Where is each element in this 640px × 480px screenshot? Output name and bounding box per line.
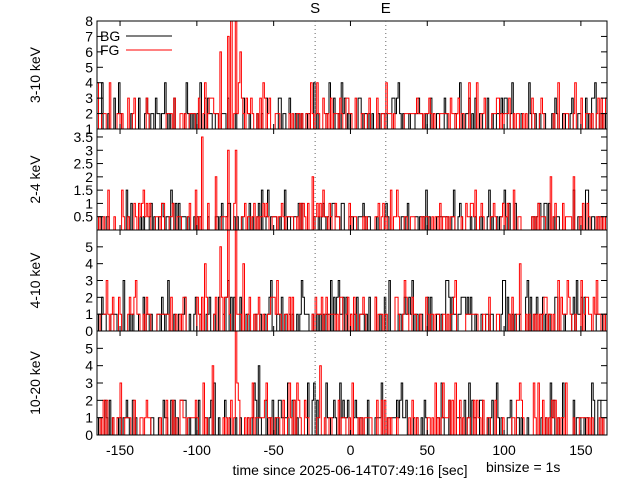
x-axis: -150 -100 -50 0 50 100 150 [106, 442, 593, 458]
y-tick-label: 2 [85, 169, 93, 185]
legend-label: BG [100, 28, 120, 44]
y-tick-label: 1.5 [74, 182, 94, 198]
x-tick-label: 100 [492, 442, 516, 458]
series-fg-line [96, 20, 607, 130]
y-tick-label: 1 [85, 121, 93, 137]
series-fg-line [97, 229, 607, 332]
legend-label: FG [100, 42, 119, 58]
x-axis-label: time since 2025-06-14T07:49:16 [sec] [232, 462, 467, 478]
y-tick-label: 7 [85, 28, 93, 44]
y-tick-label: 4 [85, 75, 93, 91]
panel-2: 0.511.522.533.5 2-4 keV [27, 128, 608, 231]
y-tick-label: 1 [85, 195, 93, 211]
y-tick-label: 3 [85, 375, 93, 391]
y-tick-label: 4 [85, 256, 93, 272]
y-tick-label: 2 [85, 289, 93, 305]
binsize-label: binsize = 1s [486, 459, 560, 475]
y-tick-label: 1 [85, 410, 93, 426]
x-tick-label: -100 [183, 442, 211, 458]
y-axis-label: 3-10 keV [27, 46, 43, 103]
y-tick-label: 8 [85, 13, 93, 29]
y-tick-label: 4 [85, 358, 93, 374]
y-axis-label: 2-4 keV [27, 155, 43, 204]
y-tick-label: 5 [85, 340, 93, 356]
x-tick-label: -50 [264, 442, 284, 458]
x-tick-label: -150 [106, 442, 134, 458]
y-tick-label: 5 [85, 239, 93, 255]
x-tick-label: 150 [569, 442, 593, 458]
y-tick-label: 0 [85, 427, 93, 443]
x-tick-label: 50 [419, 442, 435, 458]
panel-4: 01 234 5 10-20 keV [27, 330, 608, 443]
series-fg-line [97, 330, 607, 436]
y-tick-label: 1 [85, 306, 93, 322]
y-tick-label: 0 [85, 323, 93, 339]
y-axis-label: 4-10 keV [27, 252, 43, 309]
y-tick-label: 0.5 [74, 209, 94, 225]
y-tick-label: 3 [85, 90, 93, 106]
y-tick-label: 3 [85, 142, 93, 158]
x-tick-label: 0 [347, 442, 355, 458]
y-tick-label: 2 [85, 106, 93, 122]
y-tick-label: 5 [85, 59, 93, 75]
marker-label: E [381, 0, 391, 17]
marker-label: S [310, 0, 320, 17]
y-axis-label: 10-20 keV [27, 350, 43, 414]
y-tick-label: 2 [85, 392, 93, 408]
y-tick-label: 6 [85, 44, 93, 60]
y-tick-label: 3.5 [74, 129, 94, 145]
y-tick-label: 2.5 [74, 156, 94, 172]
series-fg-line [97, 136, 607, 231]
y-tick-label: 3 [85, 273, 93, 289]
